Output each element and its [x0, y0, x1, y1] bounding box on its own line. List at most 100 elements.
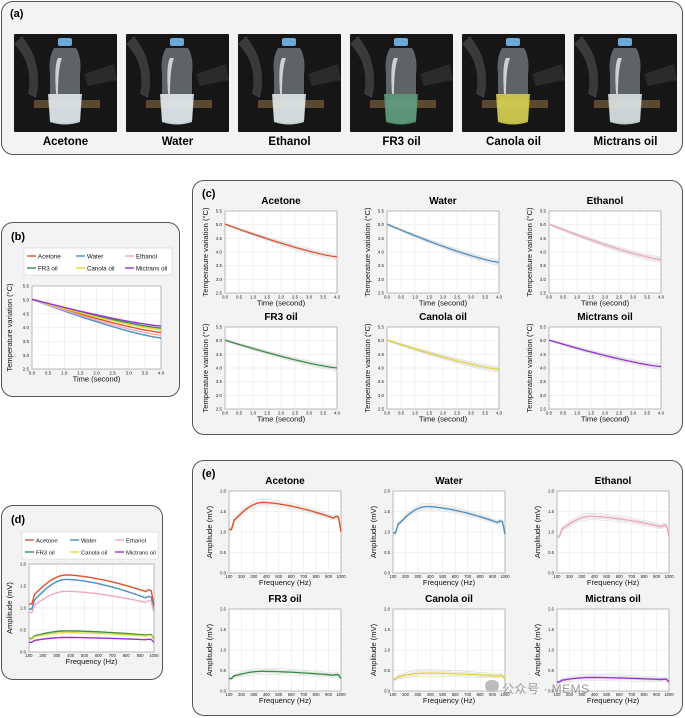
- x-tick-label: 500: [81, 653, 89, 658]
- y-tick-label: 0.0: [220, 688, 226, 693]
- series-line: [557, 515, 670, 538]
- x-tick-label: 1.0: [61, 371, 68, 376]
- x-tick-label: 600: [288, 574, 296, 579]
- x-tick-label: 4.0: [334, 294, 341, 299]
- y-tick-label: 2.5: [540, 291, 547, 296]
- chart-b: 0.0 0.5 1.0 1.5 2.0 2.5 3.0 3.5 4.0 2.5 3.0 3.5 4.0 4…: [5, 247, 173, 384]
- x-tick-label: 1.5: [426, 410, 433, 415]
- x-tick-label: 3.5: [644, 294, 651, 299]
- x-tick-label: 700: [300, 692, 308, 697]
- x-tick-label: 600: [452, 574, 460, 579]
- y-tick-label: 2.0: [548, 488, 554, 493]
- y-tick-label: 3.5: [378, 379, 385, 384]
- y-tick-label: 4.5: [378, 236, 385, 241]
- legend-label: Water: [87, 253, 103, 260]
- x-tick-label: 4.0: [158, 371, 165, 376]
- trial-line: [224, 340, 338, 371]
- x-tick-label: 2.5: [616, 294, 623, 299]
- x-tick-label: 1.5: [77, 371, 84, 376]
- trial-line: [229, 672, 342, 680]
- x-tick-label: 1000: [336, 692, 346, 697]
- x-tick-label: 800: [641, 574, 649, 579]
- trial-line: [229, 500, 342, 533]
- y-tick-label: 1.0: [384, 529, 390, 534]
- x-axis-label: Time (second): [419, 414, 468, 423]
- trial-line: [557, 678, 670, 684]
- y-tick-label: 1.0: [548, 529, 554, 534]
- series-line: [393, 672, 506, 680]
- subplot-title: Mictrans oil: [585, 594, 641, 605]
- x-tick-label: 400: [67, 653, 75, 658]
- trial-line: [557, 514, 670, 537]
- y-tick-label: 2.5: [378, 291, 385, 296]
- y-axis-label: Amplitude (mV): [5, 582, 14, 634]
- legend-box: [21, 531, 159, 560]
- x-tick-label: 700: [300, 574, 308, 579]
- x-tick-label: 1.0: [412, 294, 419, 299]
- y-tick-label: 0.0: [548, 570, 554, 575]
- y-axis-label: Amplitude (mV): [533, 505, 542, 558]
- x-axis-label: Frequency (Hz): [587, 696, 640, 705]
- x-tick-label: 0.5: [560, 294, 567, 299]
- y-axis-label: Temperature variation (°C): [525, 207, 534, 297]
- chart-c: Acetone 0.0 0.5 1.0 1.5 2.0 2.5 3.0 3.5 4.0 2.5 3.0…: [201, 196, 665, 423]
- x-tick-label: 3.0: [468, 410, 475, 415]
- x-tick-label: 2.0: [602, 410, 609, 415]
- y-tick-label: 2.5: [378, 407, 385, 412]
- y-tick-label: 2.0: [384, 488, 390, 493]
- y-tick-label: 0.5: [20, 627, 26, 632]
- y-tick-label: 4.0: [23, 325, 30, 330]
- trial-line: [393, 674, 506, 681]
- x-tick-label: 3.0: [306, 294, 313, 299]
- trial-line: [386, 223, 500, 260]
- y-tick-label: 1.0: [548, 647, 554, 652]
- legend-label: Ethanol: [136, 253, 157, 260]
- series-line: [548, 223, 662, 261]
- series-line: [29, 630, 155, 640]
- y-tick-label: 2.5: [540, 407, 547, 412]
- trial-line: [393, 669, 506, 680]
- y-tick-label: 2.0: [220, 606, 226, 611]
- trial-line: [557, 673, 670, 683]
- y-tick-label: 2.0: [384, 606, 390, 611]
- y-tick-label: 1.0: [20, 605, 26, 610]
- x-tick-label: 1000: [664, 692, 674, 697]
- x-tick-label: 500: [439, 692, 447, 697]
- x-tick-label: 800: [477, 692, 485, 697]
- trial-line: [386, 224, 500, 266]
- series-line: [29, 578, 155, 611]
- x-tick-label: 300: [250, 692, 258, 697]
- x-axis-label: Frequency (Hz): [587, 578, 640, 587]
- x-tick-label: 200: [238, 574, 246, 579]
- x-tick-label: 2.0: [93, 371, 100, 376]
- y-tick-label: 3.0: [540, 277, 547, 282]
- subplot-title: Mictrans oil: [577, 312, 633, 323]
- sample-caption: Canola oil: [486, 136, 541, 148]
- subplot-title: Canola oil: [419, 312, 467, 323]
- y-axis-label: Temperature variation (°C): [201, 323, 210, 413]
- trial-line: [548, 339, 662, 365]
- y-tick-label: 5.0: [216, 338, 223, 343]
- y-tick-label: 1.5: [220, 627, 226, 632]
- y-tick-label: 3.5: [23, 339, 30, 344]
- x-tick-label: 2.5: [616, 410, 623, 415]
- y-axis-label: Amplitude (mV): [205, 505, 214, 558]
- x-tick-label: 2.0: [278, 294, 285, 299]
- y-tick-label: 0.5: [384, 668, 390, 673]
- y-tick-label: 2.5: [23, 367, 30, 372]
- x-tick-label: 2.0: [602, 294, 609, 299]
- x-tick-label: 500: [275, 574, 283, 579]
- y-tick-label: 5.5: [216, 325, 223, 330]
- sample-caption: Ethanol: [268, 136, 311, 148]
- x-tick-label: 3.5: [320, 294, 327, 299]
- x-tick-label: 400: [427, 692, 435, 697]
- x-tick-label: 3.0: [126, 371, 133, 376]
- x-tick-label: 3.0: [630, 294, 637, 299]
- series-line: [29, 631, 155, 641]
- y-tick-label: 3.0: [378, 393, 385, 398]
- x-tick-label: 1000: [500, 574, 510, 579]
- x-tick-label: 100: [554, 574, 562, 579]
- y-tick-label: 4.5: [216, 352, 223, 357]
- x-tick-label: 3.5: [644, 410, 651, 415]
